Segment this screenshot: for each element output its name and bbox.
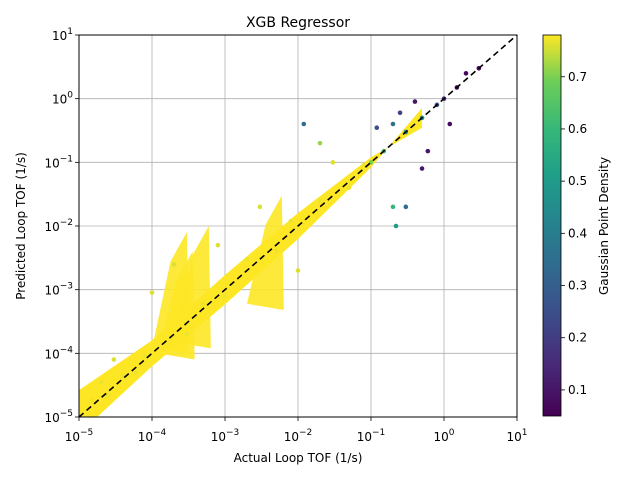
data-point: [222, 293, 228, 299]
x-tick-label: 101: [506, 428, 527, 444]
x-tick-label: 10−4: [138, 428, 167, 444]
x-tick-label: 10−3: [211, 428, 240, 444]
data-point: [397, 110, 403, 116]
data-point: [330, 160, 336, 165]
data-point: [301, 121, 307, 127]
data-point: [447, 121, 453, 127]
data-point: [98, 380, 104, 385]
colorbar-tick-label: 0.3: [568, 279, 587, 293]
y-tick-label: 10−5: [44, 409, 73, 425]
data-point: [317, 140, 323, 146]
colorbar-tick-label: 0.7: [568, 70, 587, 84]
density-band: [79, 107, 423, 417]
colorbar-tick-label: 0.4: [568, 226, 587, 240]
colorbar-tick-label: 0.6: [568, 122, 587, 136]
y-axis-label: Predicted Loop TOF (1/s): [14, 152, 28, 300]
data-point: [149, 290, 155, 295]
data-point: [142, 353, 148, 359]
data-point: [463, 71, 469, 76]
identity-reference-line: [78, 34, 518, 418]
y-tick-label: 10−4: [44, 345, 73, 361]
data-point: [215, 242, 221, 248]
colorbar-label: Gaussian Point Density: [597, 157, 611, 295]
data-point: [361, 162, 367, 168]
data-point: [133, 370, 139, 375]
x-axis-label: Actual Loop TOF (1/s): [234, 451, 363, 465]
data-point: [390, 204, 396, 210]
colorbar-tick-label: 0.5: [568, 174, 587, 188]
data-point: [89, 398, 95, 404]
data-point: [120, 373, 126, 378]
chart-title: XGB Regressor: [246, 15, 350, 31]
y-axis-ticks: 10−5 10−4 10−3 10−2 10−1 100 101: [44, 27, 79, 425]
data-point: [288, 218, 294, 224]
data-point: [184, 331, 190, 337]
x-tick-label: 10−5: [65, 428, 94, 444]
dense-point-cloud: [79, 107, 423, 417]
data-point: [374, 125, 380, 130]
x-tick-label: 10−1: [357, 428, 386, 444]
data-point: [111, 357, 117, 362]
y-tick-label: 10−3: [44, 282, 73, 298]
x-axis-ticks: 10−5 10−4 10−3 10−2 10−1 100 101: [65, 417, 528, 444]
data-point: [390, 121, 396, 127]
colorbar-tick-label: 0.2: [568, 331, 587, 345]
data-point: [425, 148, 431, 154]
data-point: [317, 198, 323, 203]
colorbar: [542, 34, 562, 417]
y-tick-label: 100: [52, 91, 73, 107]
x-tick-label: 10−2: [284, 428, 313, 444]
scatter-spread-region: [246, 195, 284, 310]
colorbar-tick-label: 0.1: [568, 383, 587, 397]
y-tick-label: 10−1: [44, 154, 73, 170]
data-point: [273, 249, 279, 254]
colorbar-ticks: 0.1 0.2 0.3 0.4 0.5 0.6 0.7: [561, 70, 587, 397]
x-tick-label: 100: [433, 428, 454, 444]
y-tick-label: 101: [52, 27, 73, 43]
scatter-spread-region: [173, 226, 211, 349]
data-point: [200, 301, 206, 307]
data-point: [393, 223, 399, 229]
data-point: [419, 166, 425, 171]
data-point: [257, 204, 263, 210]
data-point: [295, 268, 301, 273]
data-point: [171, 262, 177, 267]
data-point: [105, 392, 111, 398]
data-point: [244, 256, 250, 262]
data-point: [346, 185, 352, 190]
y-tick-label: 10−2: [44, 218, 73, 234]
scatter-points: [89, 65, 482, 404]
data-point: [403, 204, 409, 210]
data-point: [412, 99, 418, 104]
